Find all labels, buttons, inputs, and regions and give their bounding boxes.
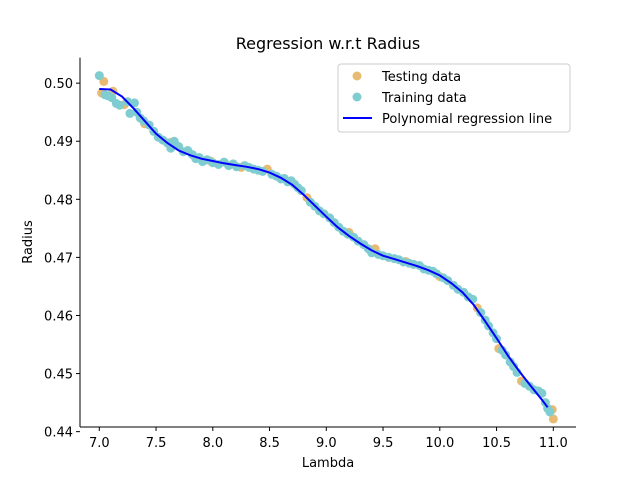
training-data-point [232, 162, 242, 172]
legend-marker-testing [352, 71, 362, 81]
training-data-point [115, 100, 125, 110]
x-tick-label: 10.5 [482, 436, 511, 451]
y-tick-label: 0.45 [44, 368, 73, 383]
y-tick-label: 0.47 [44, 251, 73, 266]
training-data-point [296, 186, 306, 196]
training-data-point [125, 108, 135, 118]
y-tick-label: 0.44 [44, 426, 73, 441]
x-tick-label: 7.5 [146, 436, 167, 451]
y-tick-label: 0.49 [44, 135, 73, 150]
x-tick-label: 11.0 [539, 436, 568, 451]
x-tick-label: 8.0 [202, 436, 223, 451]
training-data-point [545, 407, 555, 417]
y-tick-label: 0.46 [44, 309, 73, 324]
training-data-point [94, 71, 104, 81]
regression-line-layer [99, 88, 549, 408]
legend-label-regression: Polynomial regression line [382, 112, 552, 127]
x-axis-ticks: 7.0 7.5 8.0 8.5 9.0 9.5 10.0 10.5 11.0 [89, 427, 568, 451]
legend-marker-training [352, 92, 362, 102]
x-axis-label: Lambda [302, 456, 354, 471]
polynomial-regression-line [99, 88, 549, 408]
legend-frame [337, 63, 571, 133]
y-axis-label: Radius [21, 220, 36, 264]
legend: Testing data Training data Polynomial re… [337, 63, 571, 133]
training-data-point [130, 98, 139, 108]
testing-data-point [548, 414, 558, 424]
x-tick-label: 7.0 [89, 436, 110, 451]
x-tick-label: 9.5 [373, 436, 394, 451]
legend-label-testing: Testing data [381, 70, 461, 85]
x-tick-label: 10.0 [425, 436, 454, 451]
x-tick-label: 8.5 [259, 436, 280, 451]
y-axis-ticks: 0.44 0.45 0.46 0.47 0.48 0.49 0.50 [44, 77, 80, 441]
legend-label-training: Training data [381, 91, 467, 106]
y-tick-label: 0.48 [44, 193, 73, 208]
chart-title: Regression w.r.t Radius [236, 34, 421, 53]
x-tick-label: 9.0 [316, 436, 337, 451]
y-tick-label: 0.50 [44, 77, 73, 92]
training-data-point [501, 350, 511, 360]
